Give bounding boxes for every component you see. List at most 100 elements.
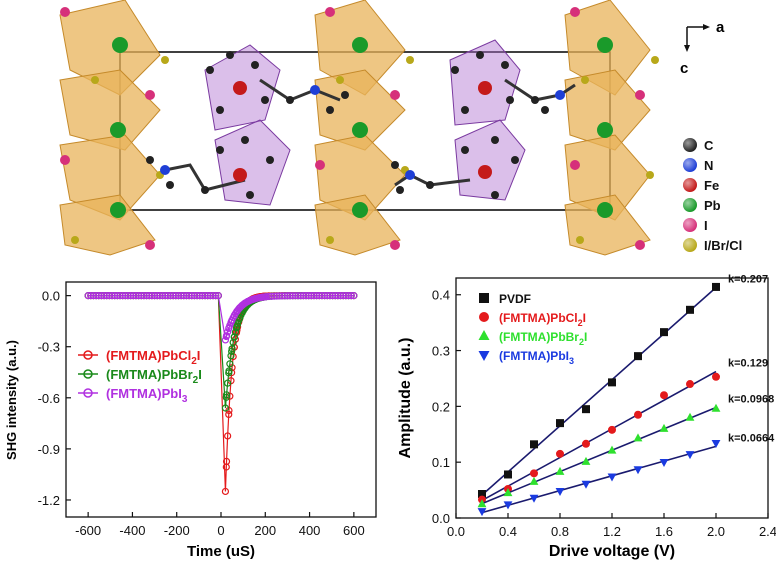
chart1-data-point xyxy=(222,332,231,340)
chart1-data-point xyxy=(201,292,209,300)
chart1-data-point xyxy=(342,292,350,300)
chart1-data-point xyxy=(100,292,108,300)
chart2-data-point xyxy=(660,328,668,337)
chart2-fit-line xyxy=(481,406,717,505)
chart1-y-tick-label: -0.9 xyxy=(38,442,60,457)
octahedra-column-right xyxy=(564,0,651,256)
chart1-series xyxy=(84,292,358,344)
chart2-data-point xyxy=(607,473,617,482)
octahedra-column-middle xyxy=(314,0,406,256)
chart1-data-point xyxy=(224,379,232,387)
chart1-data-point xyxy=(87,292,95,300)
chart2-legend-label: PVDF xyxy=(499,292,531,306)
chart1-data-point xyxy=(299,292,307,300)
chart1-data-point xyxy=(161,292,169,300)
chart1-data-point xyxy=(225,367,233,375)
chart1-data-point xyxy=(225,410,233,419)
chart1-data-point xyxy=(221,487,230,496)
chart1-data-point xyxy=(135,292,143,300)
chart2-data-point xyxy=(712,372,720,381)
chart2-fit-line xyxy=(481,445,717,514)
chart1-x-tick-label: -400 xyxy=(119,523,145,538)
chart1-data-point xyxy=(318,292,326,300)
chart2-data-point xyxy=(529,476,539,485)
chart1-data-point xyxy=(116,292,124,300)
chart1-data-point xyxy=(278,292,286,300)
chart1-data-point xyxy=(148,292,156,300)
chart1-data-point xyxy=(103,292,111,300)
amplitude-vs-voltage-chart: k=0.207 k=0.129 k=0.0968 k=0.0664 0.0 0.4 0.8… xyxy=(397,273,776,560)
chart1-data-point xyxy=(224,432,232,440)
chart1-data-point xyxy=(297,292,305,300)
chart1-data-point xyxy=(267,292,276,300)
chart2-data-point xyxy=(711,403,721,412)
chart2-data-point xyxy=(660,391,668,400)
chart2-y-tick-label: 0.2 xyxy=(432,399,450,414)
atom-legend-label: C xyxy=(704,138,714,153)
chart1-data-point xyxy=(315,292,323,300)
chart2-y-tick-label: 0.3 xyxy=(432,344,450,359)
chart1-data-point xyxy=(212,292,220,300)
chart1-data-point xyxy=(326,292,334,300)
chart2-data-point xyxy=(633,466,643,475)
chart2-data-point xyxy=(686,305,694,314)
chart2-fit-line xyxy=(481,286,717,496)
chart2-data-point xyxy=(582,439,590,448)
chart2-data-point xyxy=(504,470,512,479)
chart1-data-point xyxy=(145,292,153,300)
chart1-data-point xyxy=(273,292,281,300)
chart2-data-point xyxy=(686,380,694,389)
chart1-data-point xyxy=(198,292,206,300)
chart2-data-point xyxy=(530,469,538,478)
chart1-data-point xyxy=(111,292,119,300)
chart2-series: k=0.207 xyxy=(478,273,768,498)
chart1-data-point xyxy=(185,292,193,300)
chart1-data-point xyxy=(143,292,151,300)
chart1-data-point xyxy=(307,292,315,300)
chart2-data-point xyxy=(581,456,591,465)
axis-label-a: a xyxy=(716,19,725,36)
chart1-data-point xyxy=(270,292,278,300)
chart1-data-point xyxy=(302,292,310,300)
atoms xyxy=(60,7,659,250)
chart1-data-point xyxy=(221,336,230,344)
chart2-y-axis-label: Amplitude (a.u.) xyxy=(397,338,414,459)
chart1-legend-marker xyxy=(83,388,93,398)
crystal-axis-indicator: a c xyxy=(680,19,725,77)
chart2-data-point xyxy=(712,282,720,291)
chart1-y-tick-label: -0.6 xyxy=(38,391,60,406)
chart1-data-point xyxy=(221,404,230,412)
chart1-data-point xyxy=(265,292,273,301)
chart2-x-tick-label: 0.4 xyxy=(499,524,517,539)
chart1-x-tick-label: 400 xyxy=(299,523,321,538)
chart1-data-point xyxy=(108,292,116,300)
chart1-data-point xyxy=(153,292,161,300)
chart2-data-point xyxy=(529,494,539,503)
chart1-data-point xyxy=(321,292,329,300)
chart1-data-point xyxy=(323,292,331,300)
chart1-y-tick-label: 0.0 xyxy=(42,289,60,304)
chart1-x-axis-label: Time (uS) xyxy=(187,543,255,560)
chart2-data-point xyxy=(634,410,642,419)
chart1-data-point xyxy=(190,292,199,300)
chart2-data-point xyxy=(659,458,669,467)
chart2-data-point xyxy=(503,488,513,497)
chart1-data-point xyxy=(140,292,148,300)
chart1-legend-marker xyxy=(83,369,93,379)
chart2-data-point xyxy=(685,412,695,421)
chart2-series: k=0.0968 xyxy=(477,393,774,508)
chart1-x-tick-label: 0 xyxy=(217,523,224,538)
chart1-data-point xyxy=(275,292,284,300)
chart2-data-point xyxy=(503,501,513,510)
chart2-data-point xyxy=(556,419,564,428)
atom-legend-label: Pb xyxy=(704,198,721,213)
chart1-data-point xyxy=(222,391,231,399)
chart2-data-point xyxy=(556,449,564,458)
chart1-data-point xyxy=(164,292,172,300)
chart1-data-point xyxy=(204,292,212,300)
chart1-data-point xyxy=(336,292,345,300)
chart2-data-point xyxy=(477,499,487,508)
chart2-legend-marker xyxy=(479,312,489,322)
chart2-x-tick-label: 0.8 xyxy=(551,524,569,539)
